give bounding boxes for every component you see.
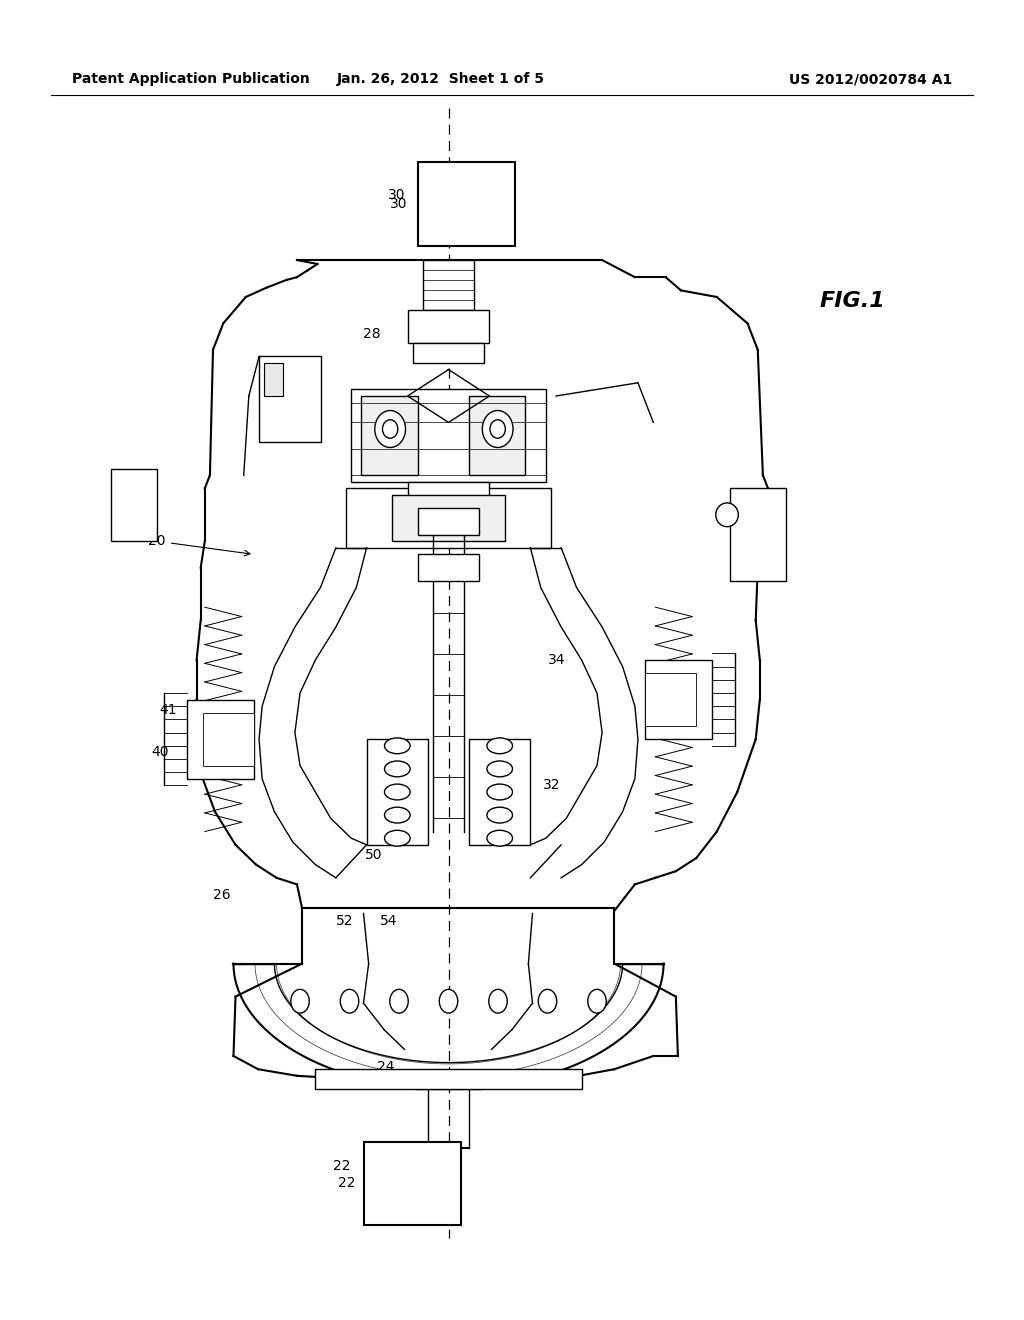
Bar bbox=[413, 343, 484, 363]
Bar bbox=[392, 495, 505, 541]
Text: 20: 20 bbox=[148, 535, 250, 556]
Text: FIG.1: FIG.1 bbox=[819, 290, 885, 312]
Ellipse shape bbox=[340, 990, 358, 1014]
Ellipse shape bbox=[385, 762, 411, 777]
Ellipse shape bbox=[390, 990, 409, 1014]
Ellipse shape bbox=[382, 420, 397, 438]
Ellipse shape bbox=[487, 784, 512, 800]
Text: 22: 22 bbox=[333, 1159, 350, 1172]
Ellipse shape bbox=[487, 762, 512, 777]
Text: 42: 42 bbox=[674, 667, 691, 680]
Bar bbox=[203, 713, 254, 766]
Text: US 2012/0020784 A1: US 2012/0020784 A1 bbox=[790, 73, 952, 86]
Bar bbox=[361, 396, 418, 475]
Text: 28: 28 bbox=[364, 327, 381, 341]
Text: 30: 30 bbox=[390, 197, 408, 211]
Text: 34: 34 bbox=[548, 653, 565, 667]
Bar bbox=[645, 673, 696, 726]
Ellipse shape bbox=[489, 420, 506, 438]
Bar bbox=[418, 554, 479, 581]
Ellipse shape bbox=[482, 411, 513, 447]
Text: 24: 24 bbox=[377, 1060, 394, 1073]
Ellipse shape bbox=[385, 808, 411, 824]
Text: 22: 22 bbox=[338, 1176, 355, 1191]
Text: Patent Application Publication: Patent Application Publication bbox=[72, 73, 309, 86]
Bar bbox=[408, 482, 489, 515]
Text: 41: 41 bbox=[160, 704, 177, 717]
Text: 40: 40 bbox=[152, 746, 169, 759]
Ellipse shape bbox=[385, 738, 411, 754]
Ellipse shape bbox=[539, 990, 557, 1014]
Ellipse shape bbox=[488, 990, 507, 1014]
Ellipse shape bbox=[291, 990, 309, 1014]
Text: 32: 32 bbox=[543, 779, 560, 792]
Ellipse shape bbox=[375, 411, 406, 447]
Bar bbox=[469, 739, 530, 845]
Ellipse shape bbox=[385, 784, 411, 800]
Ellipse shape bbox=[588, 990, 606, 1014]
Bar bbox=[111, 469, 157, 541]
Ellipse shape bbox=[487, 738, 512, 754]
Bar bbox=[315, 1069, 582, 1089]
Text: 30: 30 bbox=[388, 189, 406, 202]
Bar bbox=[469, 396, 525, 475]
Text: 54: 54 bbox=[380, 915, 397, 928]
Ellipse shape bbox=[385, 830, 411, 846]
Ellipse shape bbox=[487, 808, 512, 824]
Bar bbox=[645, 660, 712, 739]
Text: 52: 52 bbox=[336, 915, 353, 928]
Text: 50: 50 bbox=[365, 849, 382, 862]
Ellipse shape bbox=[487, 830, 512, 846]
Bar bbox=[187, 700, 254, 779]
Bar bbox=[418, 162, 515, 246]
Text: 26: 26 bbox=[213, 888, 230, 902]
Bar bbox=[408, 310, 489, 343]
Bar bbox=[423, 260, 474, 310]
Bar bbox=[351, 389, 546, 482]
Bar bbox=[730, 488, 786, 581]
Text: Jan. 26, 2012  Sheet 1 of 5: Jan. 26, 2012 Sheet 1 of 5 bbox=[336, 73, 545, 86]
Bar bbox=[259, 356, 321, 442]
Ellipse shape bbox=[439, 990, 458, 1014]
Bar bbox=[418, 508, 479, 535]
Bar bbox=[264, 363, 283, 396]
Ellipse shape bbox=[716, 503, 738, 527]
Bar bbox=[367, 739, 428, 845]
Bar bbox=[346, 488, 551, 548]
Bar bbox=[364, 1142, 461, 1225]
Text: 112: 112 bbox=[369, 808, 395, 821]
